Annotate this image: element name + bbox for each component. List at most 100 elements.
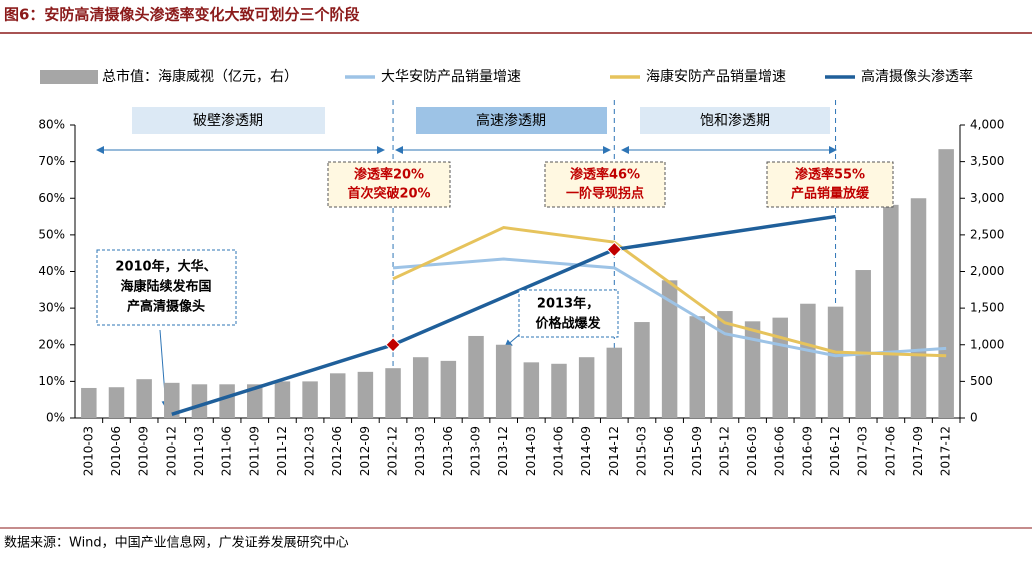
bar [689, 316, 706, 418]
x-tick-label: 2015-06 [662, 426, 676, 476]
note-box [96, 249, 237, 326]
callout-box [327, 161, 451, 208]
legend-label: 海康安防产品销量增速 [646, 68, 786, 85]
bar [551, 363, 567, 418]
note: 海康陆续发布国 [120, 279, 211, 295]
bar [661, 280, 678, 418]
x-tick-label: 2013-09 [469, 426, 483, 476]
note-box [518, 289, 619, 338]
phase-box [416, 107, 607, 134]
x-tick-label: 2016-09 [800, 426, 814, 476]
legend-label: 大华安防产品销量增速 [381, 69, 521, 85]
callout: 一阶导现拐点 [566, 186, 644, 202]
x-tick-label: 2016-06 [773, 426, 787, 476]
callout: 产品销量放缓 [791, 186, 870, 202]
y-tick-label: 80% [38, 118, 65, 132]
bar [81, 387, 97, 418]
x-tick-label: 2010-06 [109, 426, 123, 476]
x-tick-label: 2010-03 [81, 426, 95, 476]
bar [606, 347, 623, 418]
phase-box [640, 107, 830, 134]
x-tick-label: 2016-03 [745, 426, 759, 476]
bar [136, 379, 152, 418]
x-tick-label: 2017-06 [883, 426, 897, 476]
y-tick-label: 10% [38, 374, 65, 388]
x-tick-label: 2014-03 [524, 426, 538, 476]
bar [495, 344, 512, 418]
x-tick-label: 2015-09 [690, 426, 704, 476]
callout-box [544, 161, 666, 208]
bar [191, 384, 208, 418]
bar [744, 321, 761, 418]
x-tick-label: 2013-03 [413, 426, 427, 476]
line [392, 257, 947, 358]
bar [855, 270, 871, 418]
callout: 渗透率46% [570, 167, 640, 183]
legend-swatch [40, 70, 98, 84]
bar [219, 384, 235, 418]
y-tick-label: 60% [38, 191, 65, 205]
x-tick-label: 2011-03 [192, 426, 206, 476]
chart-title: 图6：安防高清摄像头渗透率变化大致可划分三个阶段 [4, 6, 359, 24]
x-tick-label: 2012-06 [330, 426, 344, 476]
bar [717, 311, 733, 418]
bar [357, 371, 374, 418]
bar [800, 303, 816, 418]
x-tick-label: 2010-12 [164, 426, 178, 476]
y-tick-label: 50% [38, 227, 65, 241]
bar [883, 204, 899, 418]
x-tick-label: 2017-12 [939, 426, 953, 476]
bar [910, 198, 927, 418]
note: 2010年，大华、 [115, 259, 216, 275]
phase: 饱和渗透期 [700, 113, 770, 129]
y2-tick-label: 1,500 [970, 301, 1004, 315]
y-tick-label: 20% [38, 337, 65, 351]
x-tick-label: 2015-12 [717, 426, 731, 476]
bar [385, 368, 401, 418]
callout: 首次突破20% [347, 186, 430, 202]
callout-box [766, 161, 894, 208]
bar [523, 362, 540, 418]
bar [274, 381, 291, 418]
callout: 渗透率55% [795, 167, 865, 183]
bar [440, 360, 457, 418]
x-tick-label: 2017-09 [911, 426, 925, 476]
y-tick-label: 40% [38, 264, 65, 278]
y2-tick-label: 1,000 [970, 337, 1004, 351]
bar [827, 306, 844, 418]
x-tick-label: 2014-09 [579, 426, 593, 476]
line [392, 226, 947, 358]
bar [108, 387, 125, 418]
note: 产高清摄像头 [127, 299, 205, 315]
bar [938, 149, 954, 419]
x-tick-label: 2014-12 [607, 426, 621, 476]
y2-tick-label: 4,000 [970, 118, 1004, 132]
note: 价格战爆发 [535, 316, 601, 332]
phase: 高速渗透期 [476, 112, 546, 129]
y-tick-label: 70% [38, 154, 65, 168]
y2-tick-label: 500 [970, 374, 993, 388]
phase-box [132, 107, 325, 134]
bar [772, 317, 788, 418]
y2-tick-label: 0 [970, 411, 978, 425]
x-tick-label: 2017-03 [856, 426, 870, 476]
x-tick-label: 2014-06 [551, 426, 565, 476]
bar [247, 384, 263, 418]
note: 2013年， [537, 296, 599, 312]
x-tick-label: 2013-12 [496, 426, 510, 476]
x-tick-label: 2012-03 [303, 426, 317, 476]
bar [329, 373, 346, 418]
y-tick-label: 30% [38, 301, 65, 315]
y2-tick-label: 2,000 [970, 264, 1004, 278]
x-tick-label: 2011-09 [247, 426, 261, 476]
y2-tick-label: 3,000 [970, 191, 1004, 205]
legend-label: 高清摄像头渗透率 [861, 68, 973, 85]
bar [634, 322, 650, 418]
x-tick-label: 2015-03 [634, 426, 648, 476]
bar [468, 335, 484, 418]
annotations: 破壁渗透期 高速渗透期 饱和渗透期 [96, 107, 837, 409]
x-tick-label: 2013-06 [441, 426, 455, 476]
y-tick-label: 0% [46, 411, 65, 425]
x-tick-label: 2010-09 [137, 426, 151, 476]
